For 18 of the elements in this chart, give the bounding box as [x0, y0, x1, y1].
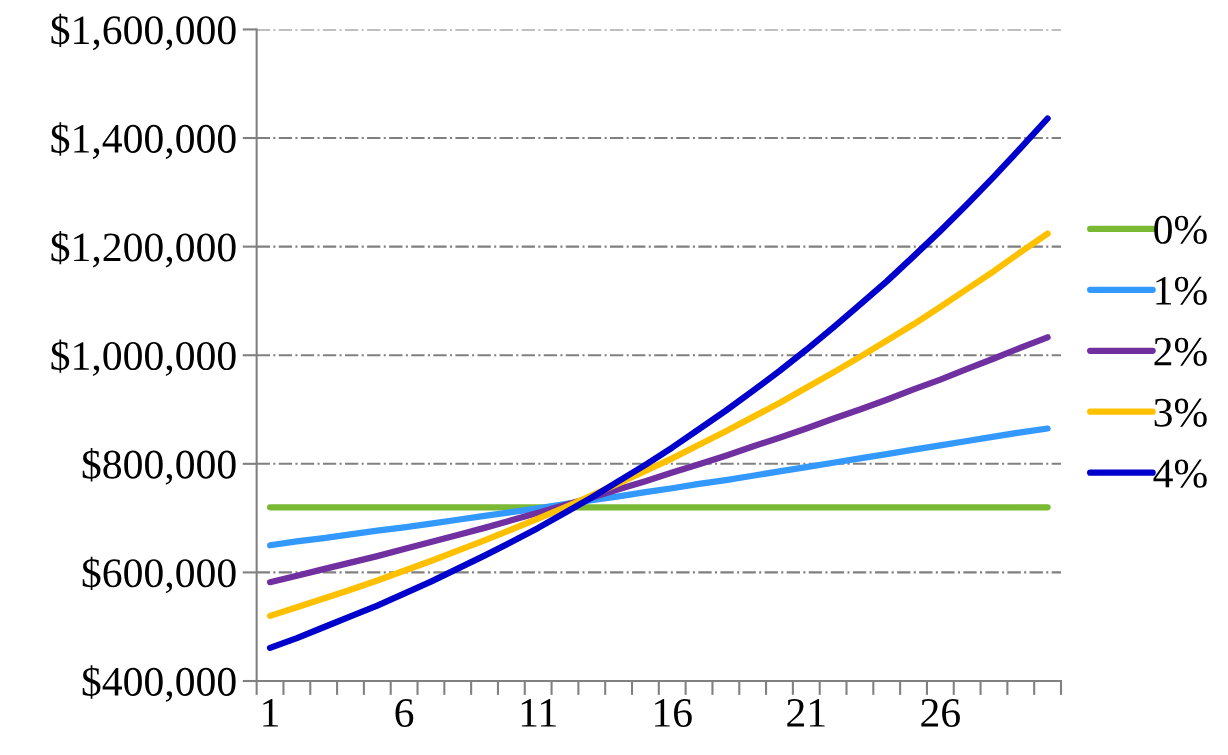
x-tick-label: 21 — [787, 699, 825, 727]
y-tick-label: $1,200,000 — [51, 230, 236, 268]
x-tick-label: 6 — [395, 699, 414, 727]
legend-label: 2% — [1154, 337, 1207, 366]
y-tick-label: $1,400,000 — [51, 122, 236, 159]
legend-label: 1% — [1156, 276, 1207, 305]
x-tick-label: 11 — [521, 699, 556, 727]
x-tick-label: 16 — [655, 699, 692, 727]
x-tick-label: 1 — [263, 699, 278, 727]
y-tick-label: $800,000 — [82, 448, 236, 485]
y-tick-label: $400,000 — [82, 665, 236, 702]
y-tick-label: $1,600,000 — [51, 13, 236, 51]
y-tick-label: $1,000,000 — [51, 339, 236, 377]
x-tick-label: 26 — [921, 699, 960, 727]
legend-label: 3% — [1154, 398, 1207, 427]
legend-label: 0% — [1154, 215, 1207, 245]
y-tick-label: $600,000 — [82, 556, 236, 594]
legend-label: 4% — [1153, 459, 1207, 488]
